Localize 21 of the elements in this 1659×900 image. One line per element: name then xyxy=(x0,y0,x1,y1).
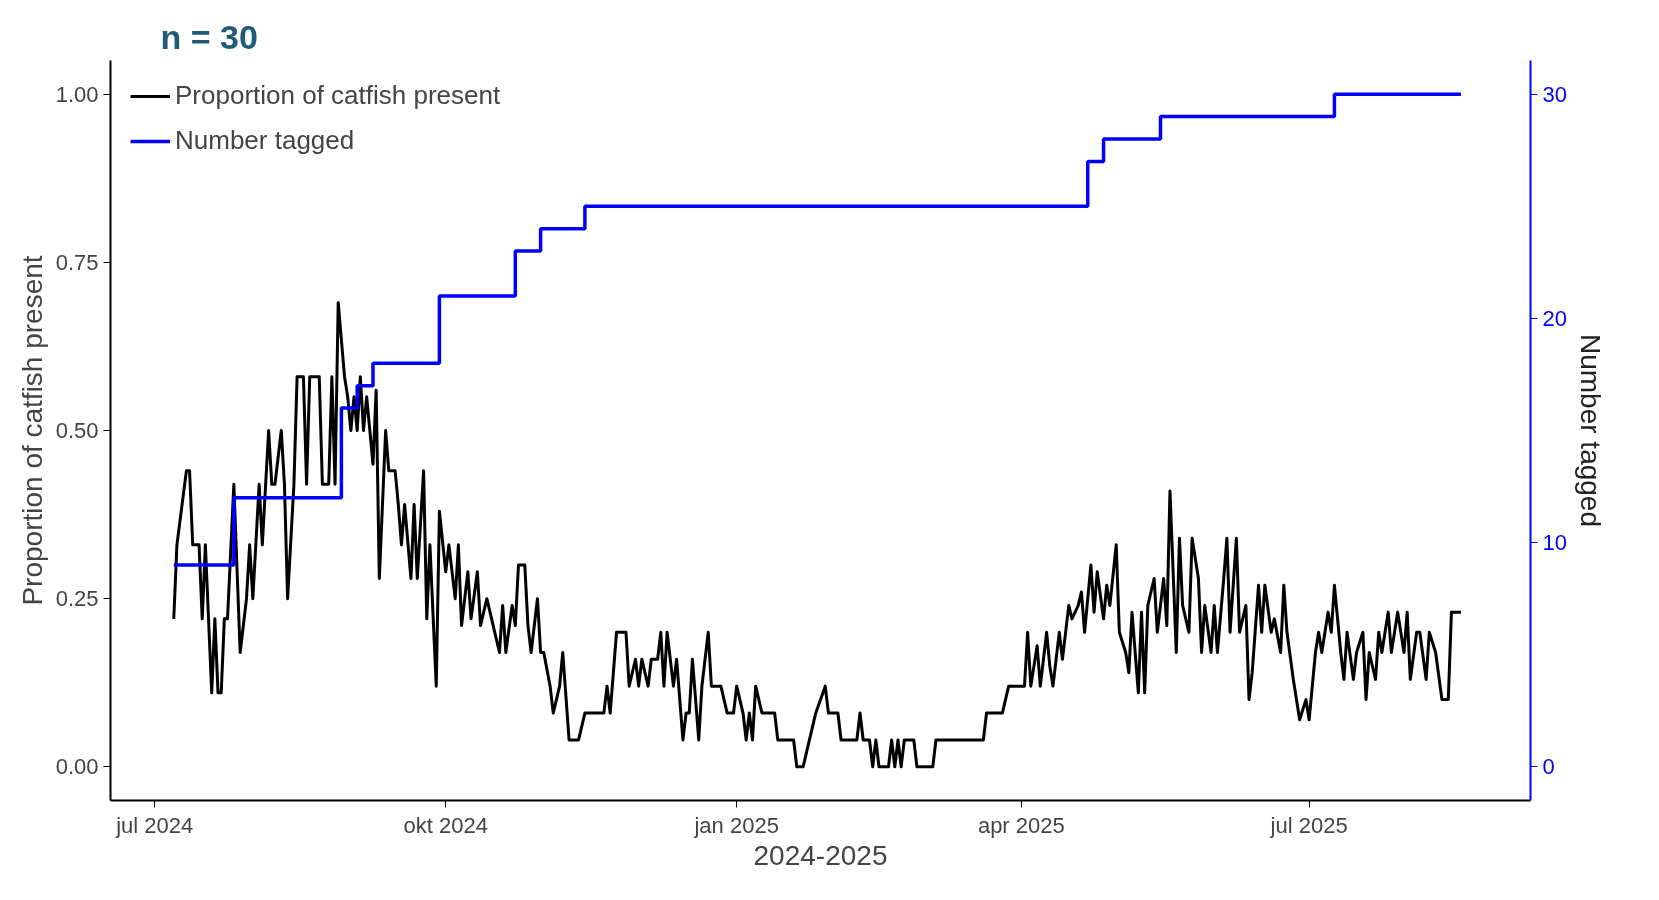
x-tick-label: jul 2024 xyxy=(115,812,194,838)
y-axis-title: Proportion of catfish present xyxy=(16,255,48,606)
y-tick-label: 0.75 xyxy=(55,249,99,275)
y2-tick-label: 0 xyxy=(1542,754,1555,780)
y-tick-label: 0.50 xyxy=(55,418,99,443)
y-tick-label: 0.25 xyxy=(55,586,99,612)
y2-tick-label: 20 xyxy=(1542,305,1567,331)
x-tick-label: jan 2025 xyxy=(693,812,779,838)
y2-tick-label: 10 xyxy=(1542,530,1567,556)
y-tick-label: 0.00 xyxy=(55,754,99,780)
x-tick-label: okt 2024 xyxy=(403,812,488,838)
y2-tick-label: 30 xyxy=(1542,81,1567,107)
legend-label: Number tagged xyxy=(175,125,355,156)
y-tick-label: 1.00 xyxy=(55,81,99,107)
x-tick-label: apr 2025 xyxy=(977,812,1065,838)
legend-label: Proportion of catfish present xyxy=(175,80,501,111)
x-axis-title: 2024-2025 xyxy=(753,839,888,871)
line-series xyxy=(172,301,1463,769)
y2-axis-title: Number tagged xyxy=(1574,334,1606,528)
text: n = 30 xyxy=(160,17,258,56)
x-tick-label: jul 2025 xyxy=(1269,812,1348,838)
